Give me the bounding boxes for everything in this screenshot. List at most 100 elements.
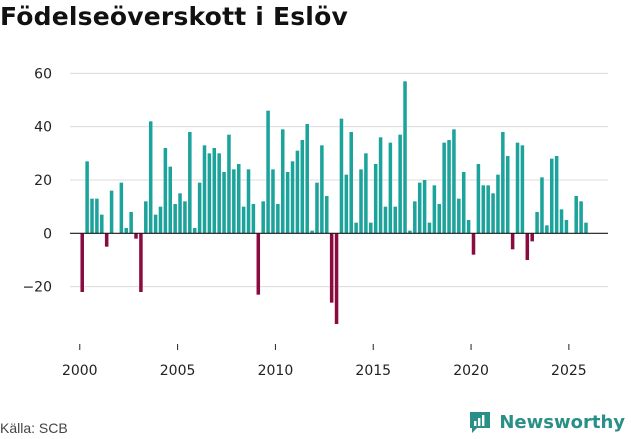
bar [163,148,168,234]
bar [388,142,393,234]
bar [515,142,520,234]
bar [408,230,412,234]
bar [178,193,182,234]
bar [383,206,388,234]
x-tick-label: 2010 [258,363,294,379]
y-tick-label: 0 [43,226,52,242]
y-tick-label: 60 [34,66,52,82]
bar [545,225,549,234]
bar [466,220,471,234]
bar [501,132,505,234]
bar [266,110,270,234]
bar [197,182,202,234]
bar [290,161,295,234]
newsworthy-logo-icon [470,412,491,433]
bar [334,233,339,324]
bar [300,140,305,234]
bar [481,185,486,234]
bar [403,81,407,234]
bar [119,182,124,234]
bar [359,169,363,234]
bar [310,230,314,234]
bar [153,214,158,234]
bar [417,182,422,234]
x-tick-label: 2005 [160,363,196,379]
bar [188,132,192,234]
bar [261,201,265,234]
bar [315,182,319,234]
bar [90,198,94,234]
bar [207,153,212,234]
bar [398,134,402,234]
bar [559,209,564,234]
bar [496,174,500,234]
y-tick-label: 40 [34,120,52,136]
bar [183,201,187,234]
bar [447,140,451,234]
bar [579,201,583,234]
bar [95,198,99,234]
bar [212,148,217,234]
bar [192,228,197,234]
bar [457,198,461,234]
bar [276,204,280,234]
x-tick-label: 2020 [453,363,489,379]
bar [325,196,329,234]
bar [320,145,324,234]
bar [222,172,226,234]
bar [236,164,241,234]
bar [158,206,163,234]
bar [437,204,442,234]
bars [80,81,588,324]
bar [124,228,129,234]
bar [486,185,490,234]
bar [344,174,349,234]
y-tick-label: 20 [34,173,52,189]
bar [251,204,256,234]
bar [305,124,309,234]
bar [85,161,89,234]
bar [510,233,515,250]
bar [413,201,417,234]
bar [285,172,290,234]
bar [461,172,466,234]
bar [295,150,300,234]
bar [584,222,588,234]
source-note: Källa: SCB [0,420,68,436]
bar [369,222,373,234]
bar [100,214,104,234]
bar [427,222,432,234]
x-tick-label: 2000 [62,363,98,379]
bar [202,145,207,234]
bar [129,212,133,234]
bar [540,177,544,234]
bar [378,137,383,234]
bar [217,153,221,234]
y-tick-label: −20 [22,280,52,296]
bar [535,212,539,234]
bar [432,185,437,234]
bar [530,233,534,242]
bar [549,158,554,234]
bar [554,156,559,234]
bar [354,222,358,234]
bar [232,169,236,234]
bar [144,201,148,234]
bar [280,129,285,234]
bar [393,206,398,234]
x-tick-label: 2015 [355,363,391,379]
bar [452,129,456,234]
chart-title: Födelseöverskott i Eslöv [0,2,348,31]
bar [525,233,530,260]
bar [80,233,84,292]
bar [148,121,153,234]
bar [134,233,138,239]
bar [227,134,231,234]
bar [271,169,275,234]
brand-logo: Newsworthy [467,409,625,435]
x-tick-label: 2025 [551,363,587,379]
bar [564,220,569,234]
bar [349,132,353,234]
x-axis-ticks: 2000 2005 2010 2015 2020 2025 [62,344,587,379]
